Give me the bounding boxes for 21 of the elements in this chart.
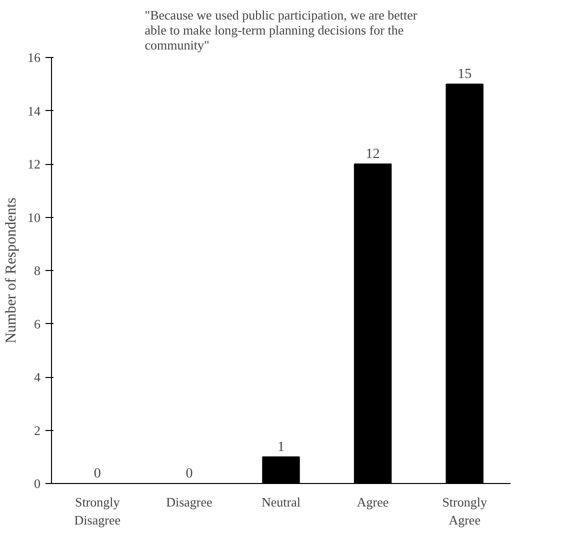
y-tick-label: 0 — [34, 476, 40, 491]
y-tick-label: 14 — [28, 103, 41, 118]
x-tick-label: Agree — [356, 494, 389, 510]
x-tick-label: Neutral — [262, 494, 301, 510]
y-tick-label: 2 — [34, 422, 40, 438]
y-tick-label: 12 — [28, 156, 40, 172]
x-tick-label: Strongly Disagree — [74, 494, 121, 528]
data-label: 12 — [366, 147, 380, 162]
y-axis-title: Number of Respondents — [4, 197, 20, 344]
data-label: 15 — [458, 67, 472, 82]
y-tick-label: 4 — [34, 370, 41, 384]
data-label: 1 — [278, 440, 284, 455]
chart-title: "Because we used public participation, we are better able to make long-term planning decisions for the community" — [144, 8, 418, 52]
x-tick-label: Strongly Agree — [442, 494, 488, 528]
y-tick-label: 10 — [28, 210, 40, 225]
data-label: 0 — [186, 466, 193, 482]
x-tick-label: Disagree — [166, 494, 213, 510]
y-tick-label: 16 — [28, 50, 41, 65]
y-tick-label: 8 — [34, 263, 40, 278]
data-label: 0 — [94, 466, 101, 482]
y-tick-label: 6 — [34, 316, 41, 332]
